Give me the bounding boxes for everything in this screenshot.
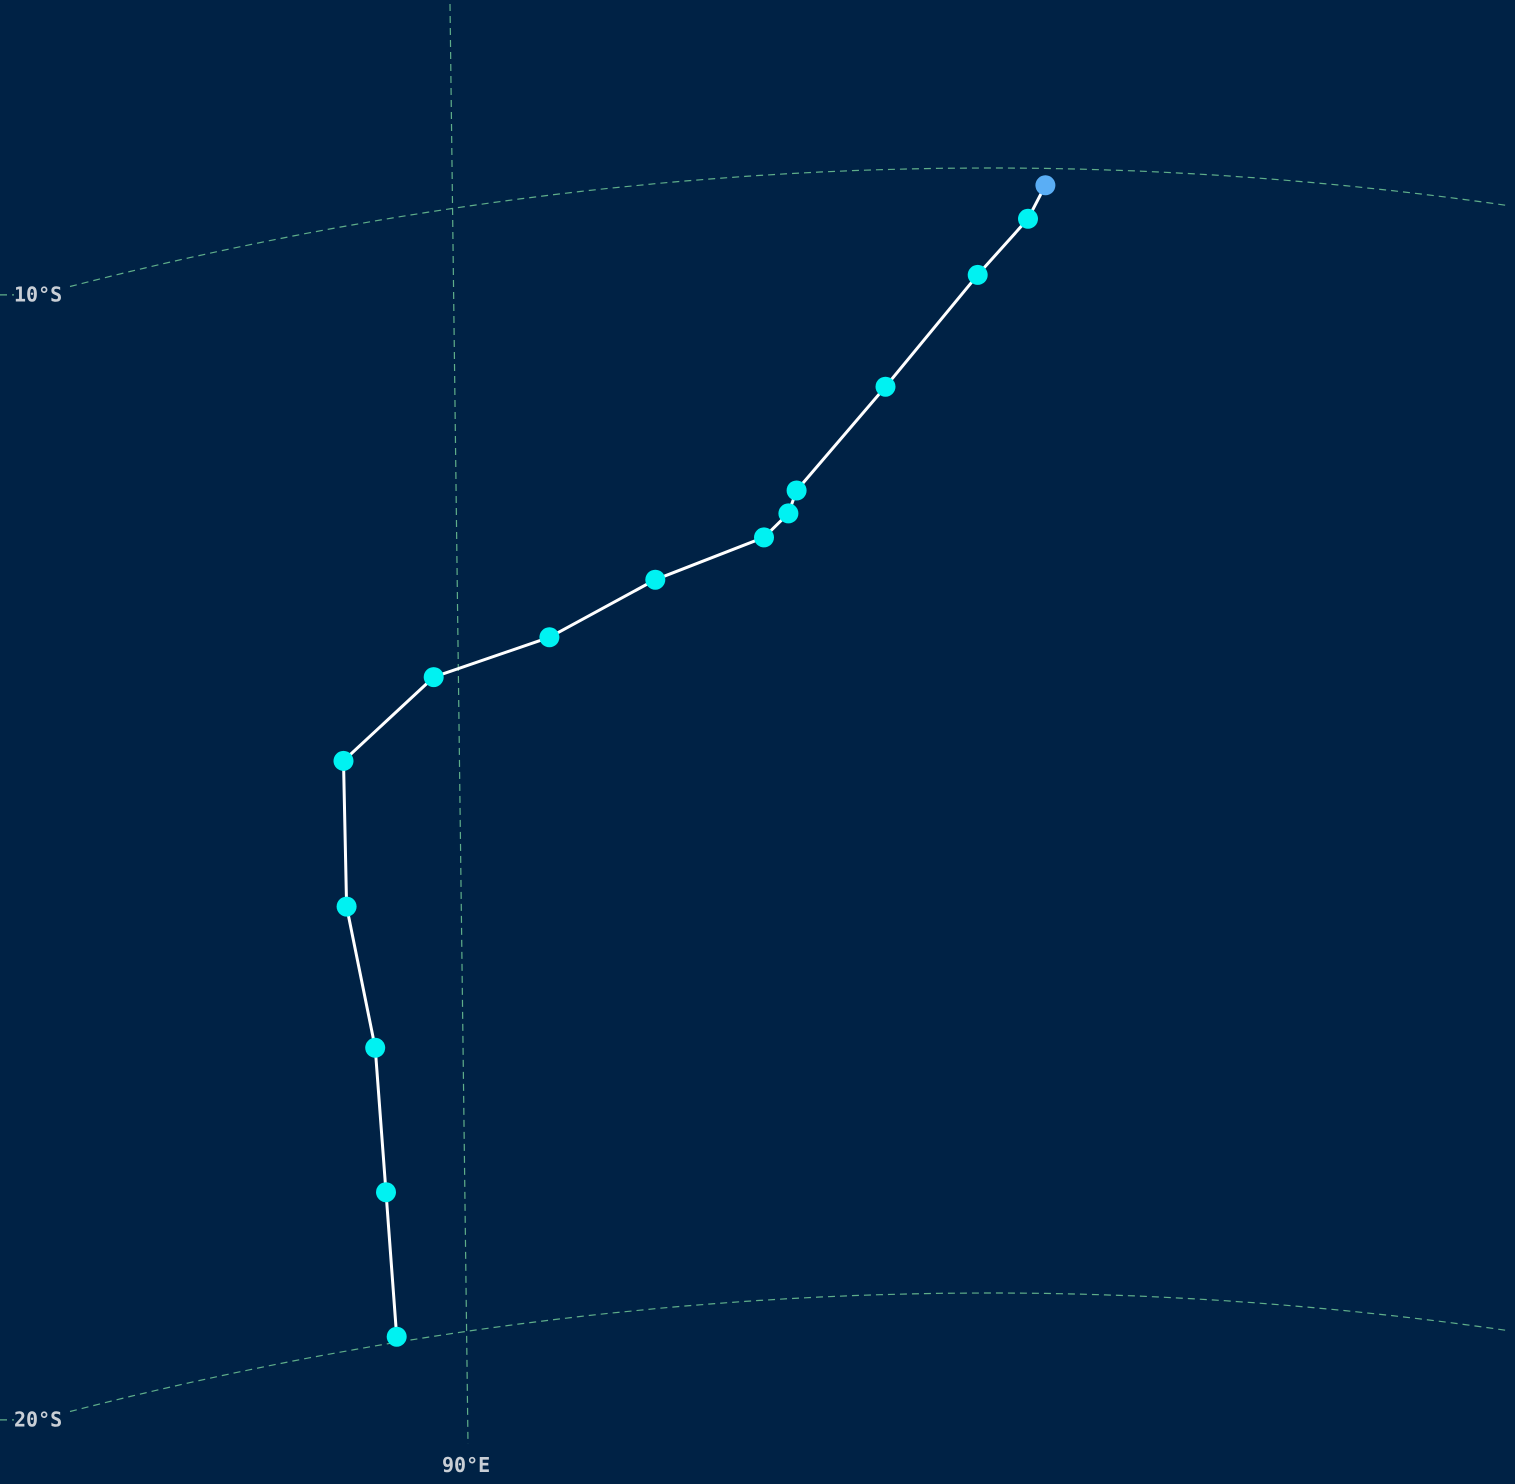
latitude-label: 20°S [14,1407,62,1431]
track-point[interactable] [967,264,988,285]
latitude-label: 10°S [14,282,62,306]
track-point[interactable] [365,1037,386,1058]
track-point[interactable] [786,480,807,501]
track-point[interactable] [539,627,560,648]
longitude-label: 90°E [442,1453,490,1477]
storm-track [333,175,1056,1347]
track-point[interactable] [333,750,354,771]
track-point[interactable] [386,1326,407,1347]
parallel-line [69,1292,1511,1413]
track-point[interactable] [423,667,444,688]
meridian-line [449,3,469,1445]
track-point[interactable] [754,527,774,548]
track-point-start[interactable] [1035,175,1056,196]
track-point[interactable] [1018,208,1038,229]
track-point[interactable] [336,896,357,917]
parallel-line [69,167,1511,288]
graticule [0,3,1511,1445]
track-point[interactable] [778,503,799,524]
graticule-labels: 10°S 20°S 90°E [14,282,490,1477]
track-point[interactable] [376,1182,396,1203]
track-point[interactable] [645,569,666,590]
track-point[interactable] [875,376,896,397]
